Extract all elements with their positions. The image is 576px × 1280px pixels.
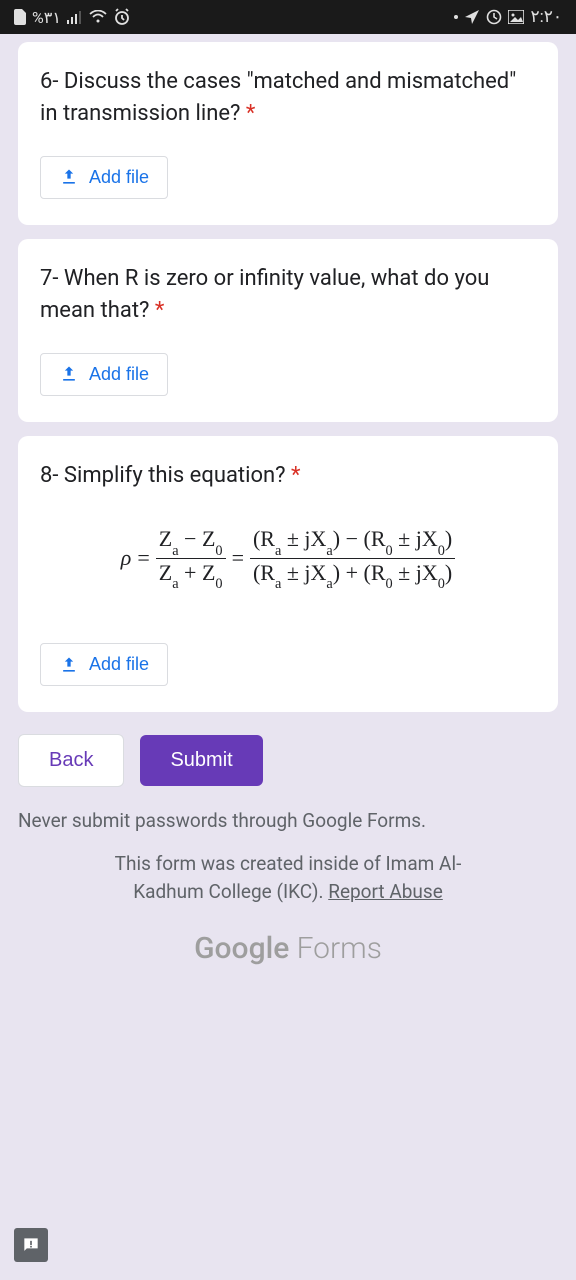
dot-icon [454,15,458,19]
question-number-6: 6 [40,69,52,94]
add-file-label: Add file [89,364,149,385]
add-file-button-8[interactable]: Add file [40,643,168,686]
question-body-8: Simplify this equation? [64,463,286,488]
status-right: ٢:٢٠ [454,7,562,27]
question-text-8: 8- Simplify this equation? * [40,460,536,492]
status-bar: %٣١ ٢:٢٠ [0,0,576,34]
wifi-icon [89,10,107,24]
signal-icon [67,10,83,24]
form-content: 6- Discuss the cases "matched and mismat… [0,42,576,984]
report-abuse-link[interactable]: Report Abuse [328,880,443,903]
org-note: This form was created inside of Imam Al-… [18,850,558,905]
question-card-7: 7- When R is zero or infinity value, wha… [18,239,558,422]
brand-google: Google [194,931,289,966]
password-warning: Never submit passwords through Google Fo… [18,809,558,832]
question-card-6: 6- Discuss the cases "matched and mismat… [18,42,558,225]
nav-row: Back Submit [18,734,558,787]
required-mark: * [246,101,255,126]
equation-image: ρ = Za − Z0 Za + Z0 = (Ra ± jXa) − (R0 ±… [40,527,536,589]
back-button[interactable]: Back [18,734,124,787]
status-left: %٣١ [14,8,131,27]
add-file-button-7[interactable]: Add file [40,353,168,396]
question-body-7: When R is zero or infinity value, what d… [40,266,489,323]
question-card-8: 8- Simplify this equation? * ρ = Za − Z0… [18,436,558,713]
clock-outline-icon [486,9,502,25]
question-number-7: 7 [40,266,52,291]
required-mark: * [155,298,164,323]
question-text-6: 6- Discuss the cases "matched and mismat… [40,66,536,130]
org-line-1: This form was created inside of Imam Al- [115,852,462,875]
org-line-2: Kadhum College (IKC). [133,880,328,903]
brand-forms: Forms [289,931,382,966]
question-number-8: 8 [40,463,52,488]
upload-icon [59,655,79,675]
upload-icon [59,167,79,187]
upload-icon [59,364,79,384]
add-file-button-6[interactable]: Add file [40,156,168,199]
google-forms-brand[interactable]: Google Forms [18,931,558,966]
required-mark: * [291,463,300,488]
alarm-icon [113,8,131,26]
feedback-fab[interactable] [14,1228,48,1262]
question-body-6: Discuss the cases "matched and mismatche… [40,69,516,126]
feedback-icon [21,1235,41,1255]
location-icon [464,9,480,25]
submit-button[interactable]: Submit [140,735,262,786]
image-icon [508,10,524,24]
sim-icon [14,9,26,25]
question-text-7: 7- When R is zero or infinity value, wha… [40,263,536,327]
battery-text: %٣١ [32,8,61,27]
add-file-label: Add file [89,167,149,188]
add-file-label: Add file [89,654,149,675]
status-clock: ٢:٢٠ [530,7,562,27]
